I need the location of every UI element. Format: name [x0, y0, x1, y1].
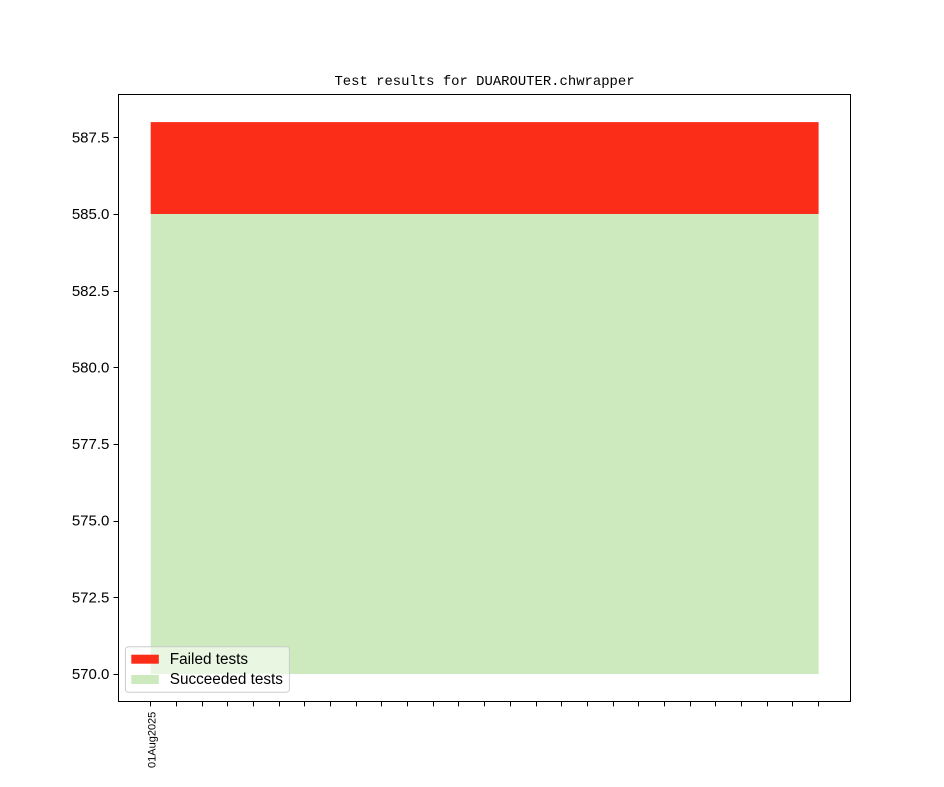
- svg-text:01Aug2025: 01Aug2025: [146, 712, 158, 768]
- svg-text:572.5: 572.5: [72, 589, 110, 606]
- svg-text:Failed tests: Failed tests: [170, 651, 249, 668]
- svg-text:580.0: 580.0: [72, 359, 110, 376]
- svg-text:575.0: 575.0: [72, 513, 110, 530]
- svg-text:587.5: 587.5: [72, 129, 110, 146]
- svg-text:570.0: 570.0: [72, 666, 110, 683]
- svg-text:577.5: 577.5: [72, 436, 110, 453]
- svg-text:582.5: 582.5: [72, 283, 110, 300]
- svg-text:585.0: 585.0: [72, 206, 110, 223]
- svg-text:Test results for DUAROUTER.chw: Test results for DUAROUTER.chwrapper: [334, 74, 634, 90]
- svg-text:Succeeded tests: Succeeded tests: [170, 671, 283, 688]
